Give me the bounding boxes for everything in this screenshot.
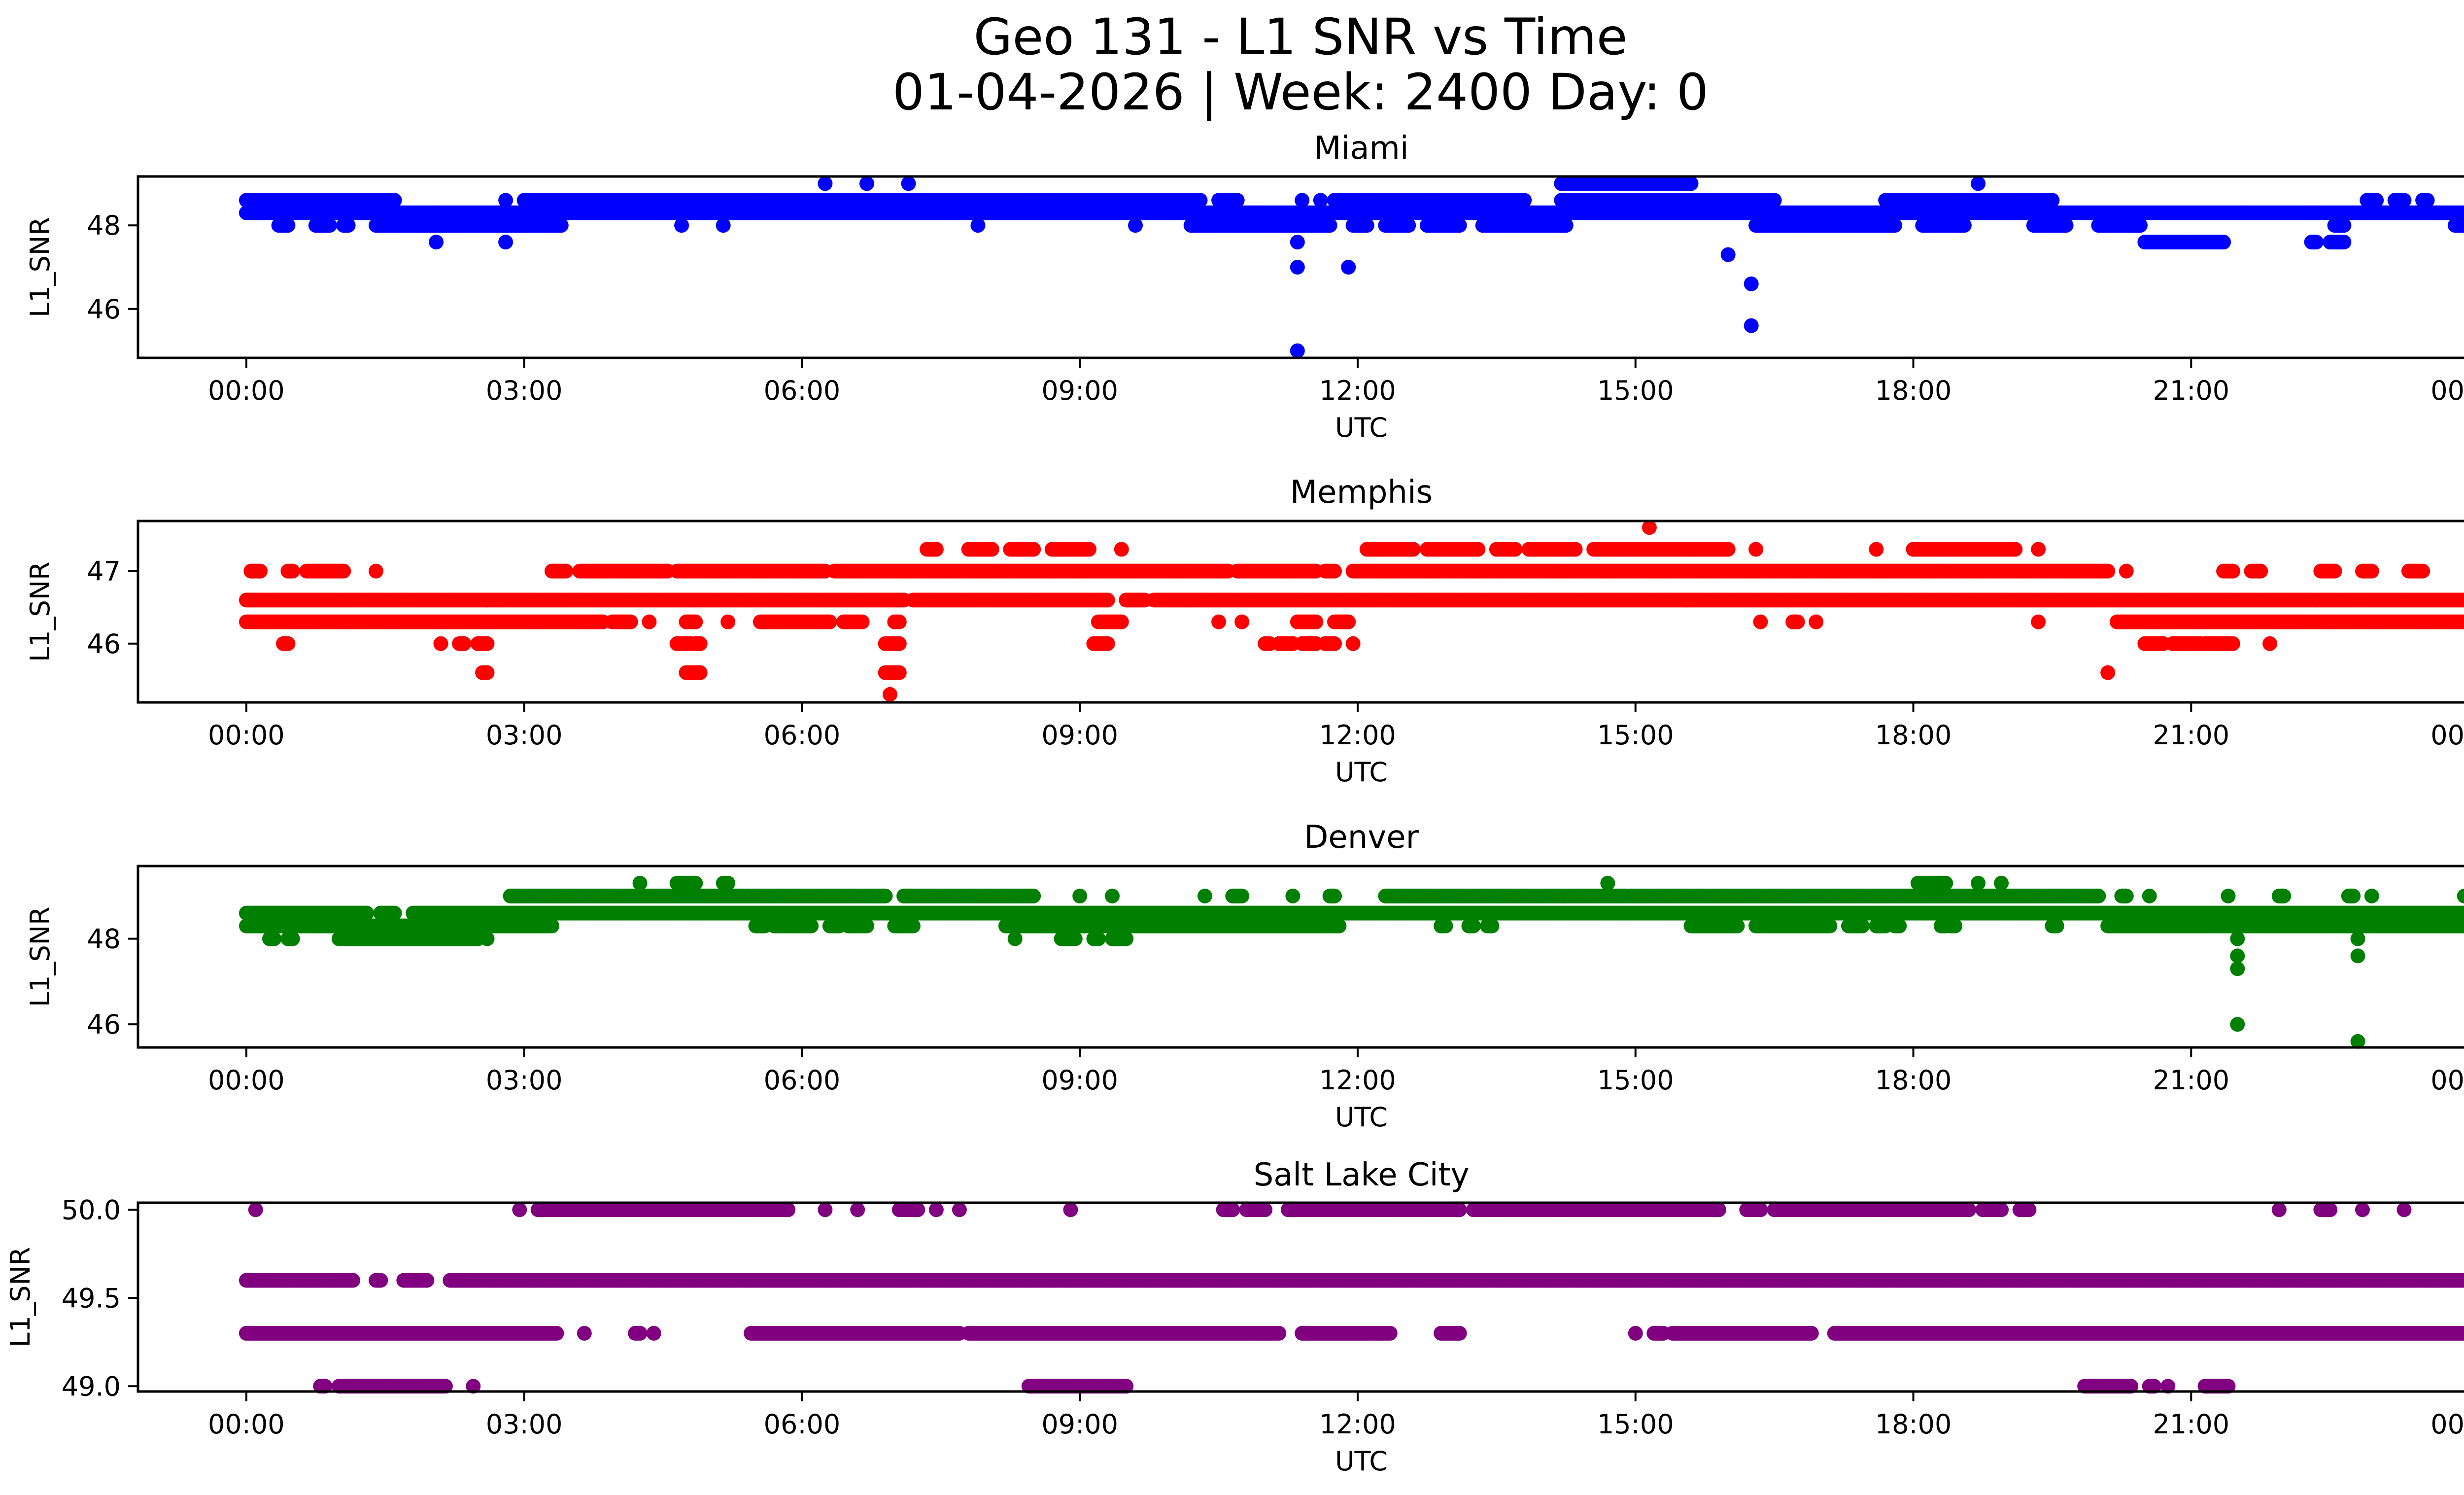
y-axis-label: L1_SNR — [25, 217, 56, 317]
data-point — [716, 218, 731, 233]
data-point — [1114, 542, 1129, 557]
data-point — [2031, 542, 2046, 557]
data-point — [2045, 193, 2060, 208]
data-point — [387, 193, 402, 208]
data-point — [553, 218, 569, 233]
data-point — [859, 176, 874, 191]
data-point — [1100, 592, 1115, 608]
data-point — [1322, 218, 1337, 233]
data-point — [2058, 218, 2074, 233]
data-point — [2216, 235, 2231, 250]
x-tick-label: 21:00 — [2153, 375, 2230, 406]
data-point — [2253, 563, 2268, 579]
x-tick-label: 03:00 — [486, 375, 563, 406]
data-point — [1290, 343, 1305, 358]
data-point — [984, 542, 999, 557]
x-tick-label: 12:00 — [1319, 375, 1396, 406]
scatter-series — [239, 520, 2464, 702]
data-point — [2336, 235, 2352, 250]
data-point — [1295, 193, 1310, 208]
data-point — [2396, 193, 2412, 208]
data-point — [1683, 176, 1699, 191]
data-point — [1956, 218, 1972, 233]
data-point — [1405, 542, 1421, 557]
data-point — [498, 235, 513, 250]
data-point — [1313, 193, 1328, 208]
data-point — [1720, 542, 1736, 557]
data-point — [1748, 542, 1764, 557]
data-point — [901, 176, 916, 191]
data-point — [1971, 176, 1986, 191]
data-point — [1193, 193, 1208, 208]
data-point — [1359, 218, 1374, 233]
data-point — [2100, 563, 2116, 579]
data-point — [285, 563, 300, 579]
data-point — [429, 235, 444, 250]
data-point — [1471, 542, 1486, 557]
y-tick-label: 48 — [87, 210, 121, 241]
subplots: Miami 00:00 03:00 06:00 09:00 12:00 15:00 18:00… — [5, 130, 2464, 1477]
data-point — [1230, 193, 1245, 208]
data-point — [1720, 247, 1736, 262]
data-point — [253, 563, 268, 579]
data-point — [2420, 193, 2435, 208]
data-point — [2225, 563, 2240, 579]
x-tick-label: 00:00 — [2430, 375, 2464, 406]
data-point — [2364, 563, 2379, 579]
data-point — [336, 563, 351, 579]
figure-title-line2: 01-04-2026 | Week: 2400 Day: 0 — [892, 63, 1709, 122]
data-point — [928, 542, 944, 557]
data-point — [1401, 218, 1416, 233]
data-point — [1507, 542, 1523, 557]
subplot-miami: Miami 00:00 03:00 06:00 09:00 12:00 15:00 18:00… — [25, 130, 2464, 443]
data-point — [1290, 260, 1305, 275]
scatter-series — [239, 176, 2464, 358]
data-point — [970, 218, 986, 233]
subplot-title: Memphis — [1290, 474, 1433, 511]
data-point — [818, 176, 833, 191]
data-point — [1026, 542, 1041, 557]
data-point — [2119, 563, 2134, 579]
data-point — [1887, 218, 1902, 233]
x-tick-label: 18:00 — [1875, 375, 1952, 406]
data-point — [369, 563, 383, 579]
x-tick-label: 06:00 — [764, 375, 841, 406]
data-point — [1290, 235, 1305, 250]
x-tick-label: 00:00 — [208, 375, 285, 406]
data-point — [341, 218, 356, 233]
data-point — [674, 218, 689, 233]
data-point — [2336, 218, 2352, 233]
data-point — [280, 218, 296, 233]
data-point — [2008, 542, 2023, 557]
data-point — [1869, 542, 1884, 557]
data-point — [1744, 318, 1759, 333]
data-point — [1082, 542, 1096, 557]
data-point — [1452, 218, 1467, 233]
data-point — [1517, 193, 1532, 208]
data-point — [1767, 193, 1782, 208]
x-axis-label: UTC — [1335, 412, 1388, 443]
data-point — [2415, 563, 2430, 579]
data-point — [1327, 563, 1342, 579]
data-point — [2133, 218, 2148, 233]
figure-title-line1: Geo 131 - L1 SNR vs Time — [974, 8, 1628, 67]
data-point — [1642, 520, 1657, 535]
data-point — [1128, 218, 1143, 233]
subplot-title: Miami — [1314, 130, 1408, 167]
data-point — [1558, 218, 1574, 233]
data-point — [2309, 235, 2324, 250]
data-point — [1568, 542, 1583, 557]
data-point — [498, 193, 513, 208]
data-point — [322, 218, 337, 233]
data-point — [2327, 563, 2342, 579]
x-tick-label: 09:00 — [1041, 375, 1118, 406]
x-tick-label: 15:00 — [1597, 375, 1674, 406]
data-point — [558, 563, 574, 579]
data-point — [2369, 193, 2384, 208]
data-point — [1744, 276, 1759, 291]
y-tick-label: 46 — [87, 294, 121, 325]
data-point — [1341, 260, 1356, 275]
